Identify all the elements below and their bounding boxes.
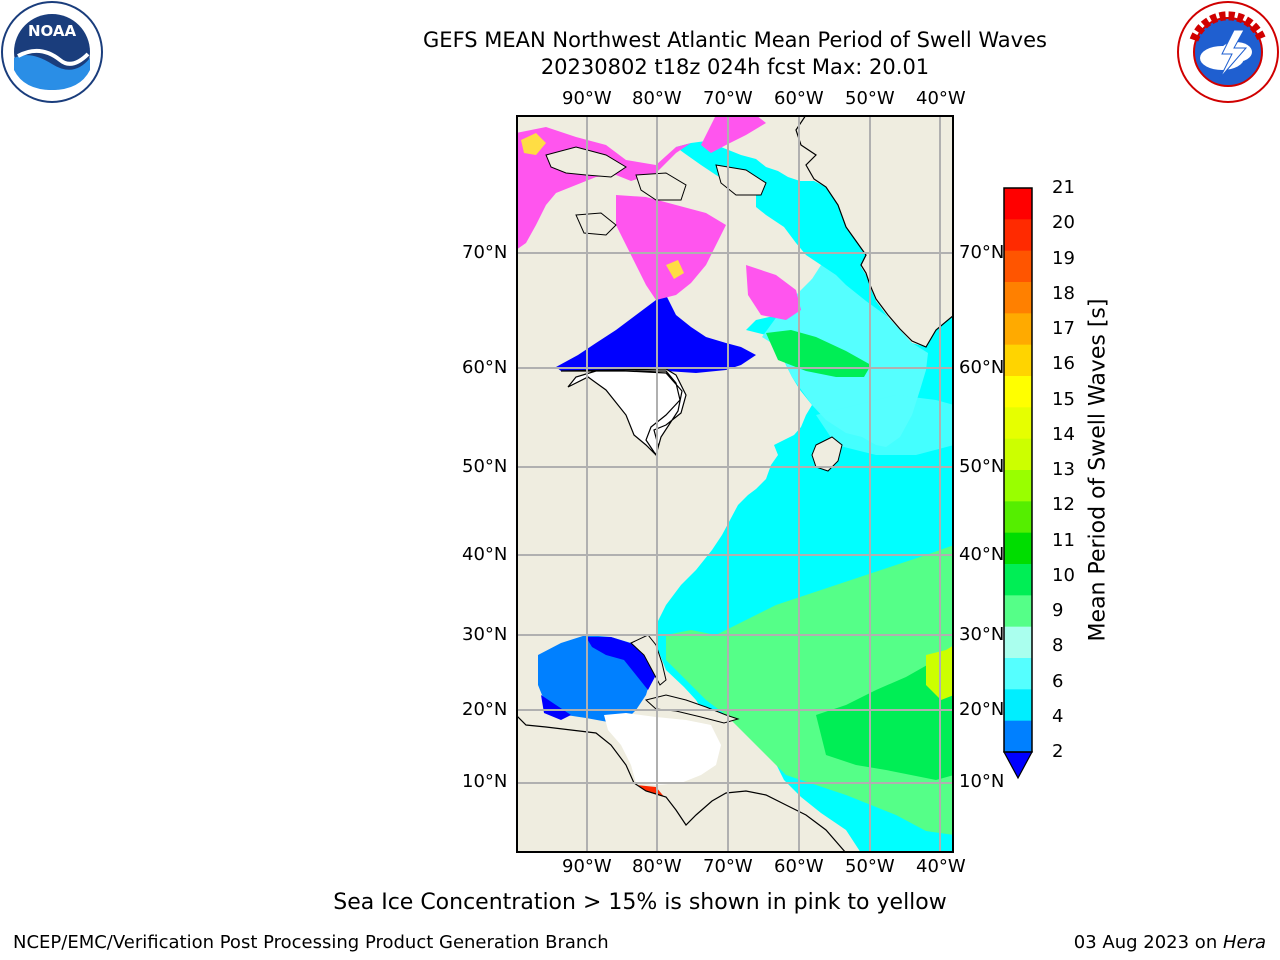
colorbar-tick-label: 9 [1052,600,1064,621]
map-canvas [515,114,955,854]
colorbar-segment [1004,532,1032,565]
swell-10-11s-zone [766,330,954,780]
colorbar-segment [1004,689,1032,722]
lat-tick-left-60n: 60°N [462,357,508,378]
colorbar-tick-label: 16 [1052,353,1075,375]
colorbar-tick-label: 4 [1052,705,1064,727]
colorbar-tick-label: 15 [1052,388,1075,410]
greenland [795,114,955,348]
lat-tick-left-50n: 50°N [462,456,508,477]
lat-tick-right-20n: 20°N [959,699,1005,720]
colorbar-tick-label: 21 [1052,177,1075,198]
footer-date: 03 Aug 2023 on Hera [1074,932,1266,953]
colorbar-label: Mean Period of Swell Waves [s] [1085,298,1111,642]
lat-tick-right-50n: 50°N [959,456,1005,477]
lon-tick-bottom-50w: 50°W [845,856,895,877]
lon-tick-top-80w: 80°W [632,88,682,109]
footer-date-text: 03 Aug 2023 on [1073,932,1223,953]
swell-period-map [515,114,955,854]
colorbar-canvas [1002,187,1034,780]
lat-tick-right-70n: 70°N [959,242,1005,263]
colorbar-tick-label: 14 [1052,423,1075,445]
map-gridlines [516,115,954,853]
lat-tick-right-30n: 30°N [959,624,1005,645]
lat-tick-left-30n: 30°N [462,624,508,645]
lon-tick-top-70w: 70°W [703,88,753,109]
lon-tick-bottom-70w: 70°W [703,856,753,877]
colorbar-segment [1004,344,1032,377]
lon-tick-bottom-90w: 90°W [562,856,612,877]
colorbar-segment [1004,188,1032,220]
colorbar-extend-triangle [1002,751,1034,780]
colorbar-tick-label: 12 [1052,494,1075,516]
colorbar-frame [1003,187,1033,753]
colorbar-segment [1004,470,1032,502]
national-weather-service-logo-icon [1177,1,1279,103]
colorbar-tick-label: 6 [1052,670,1064,692]
colorbar-segment [1004,564,1032,596]
map-title: GEFS MEAN Northwest Atlantic Mean Period… [423,28,1047,52]
hudson-bay-south [560,368,687,457]
lon-tick-bottom-80w: 80°W [632,856,682,877]
colorbar-tick-label: 18 [1052,282,1075,304]
lat-tick-left-20n: 20°N [462,699,508,720]
colorbar-segment [1004,407,1032,440]
sea-ice-note: Sea Ice Concentration > 15% is shown in … [333,890,947,915]
caribbean-sea [604,713,721,785]
lon-tick-top-90w: 90°W [562,88,612,109]
noaa-logo-icon: NOAA [1,1,103,103]
colorbar-tick-label: 20 [1052,212,1075,234]
colorbar-segments [1004,188,1032,753]
north-atlantic-patch [816,395,954,455]
colorbar-segment [1004,626,1032,659]
lon-tick-bottom-60w: 60°W [774,856,824,877]
colorbar-tick-label: 10 [1052,564,1075,586]
colorbar-tick-label: 13 [1052,459,1075,480]
colorbar-segment [1004,376,1032,408]
colorbar-segment [1004,313,1032,346]
colorbar-segment [1004,282,1032,314]
colorbar-tick-label: 17 [1052,318,1075,339]
colorbar-segment [1004,720,1032,753]
colorbar-tick-label: 8 [1052,635,1064,657]
forecast-subtitle: 20230802 t18z 024h fcst Max: 20.01 [540,55,930,79]
sea-ice-yellow [521,133,684,279]
colorbar-segment [1004,595,1032,628]
lon-tick-bottom-40w: 40°W [916,856,966,877]
lat-tick-right-10n: 10°N [959,771,1005,792]
colorbar-tick-label: 11 [1052,529,1075,551]
colorbar-tick-label: 19 [1052,247,1075,269]
colorbar [996,180,1046,790]
footer-branch: NCEP/EMC/Verification Post Processing Pr… [13,932,609,953]
lat-tick-left-40n: 40°N [462,544,508,565]
gulf-deep [541,637,656,720]
lat-tick-right-60n: 60°N [959,357,1005,378]
lat-tick-left-70n: 70°N [462,242,508,263]
map-frame [516,115,954,853]
lat-tick-left-10n: 10°N [462,771,508,792]
footer-host: Hera [1222,932,1266,953]
colorbar-tick-label: 2 [1052,741,1064,762]
colorbar-segment [1004,438,1032,471]
lat-tick-right-40n: 40°N [959,544,1005,565]
lon-tick-top-40w: 40°W [916,88,966,109]
colorbar-segment [1004,658,1032,690]
colorbar-segment [1004,250,1032,283]
lon-tick-top-50w: 50°W [845,88,895,109]
colorbar-segment [1004,219,1032,252]
lon-tick-top-60w: 60°W [774,88,824,109]
colorbar-segment [1004,501,1032,534]
noaa-logo-text: NOAA [28,22,77,40]
